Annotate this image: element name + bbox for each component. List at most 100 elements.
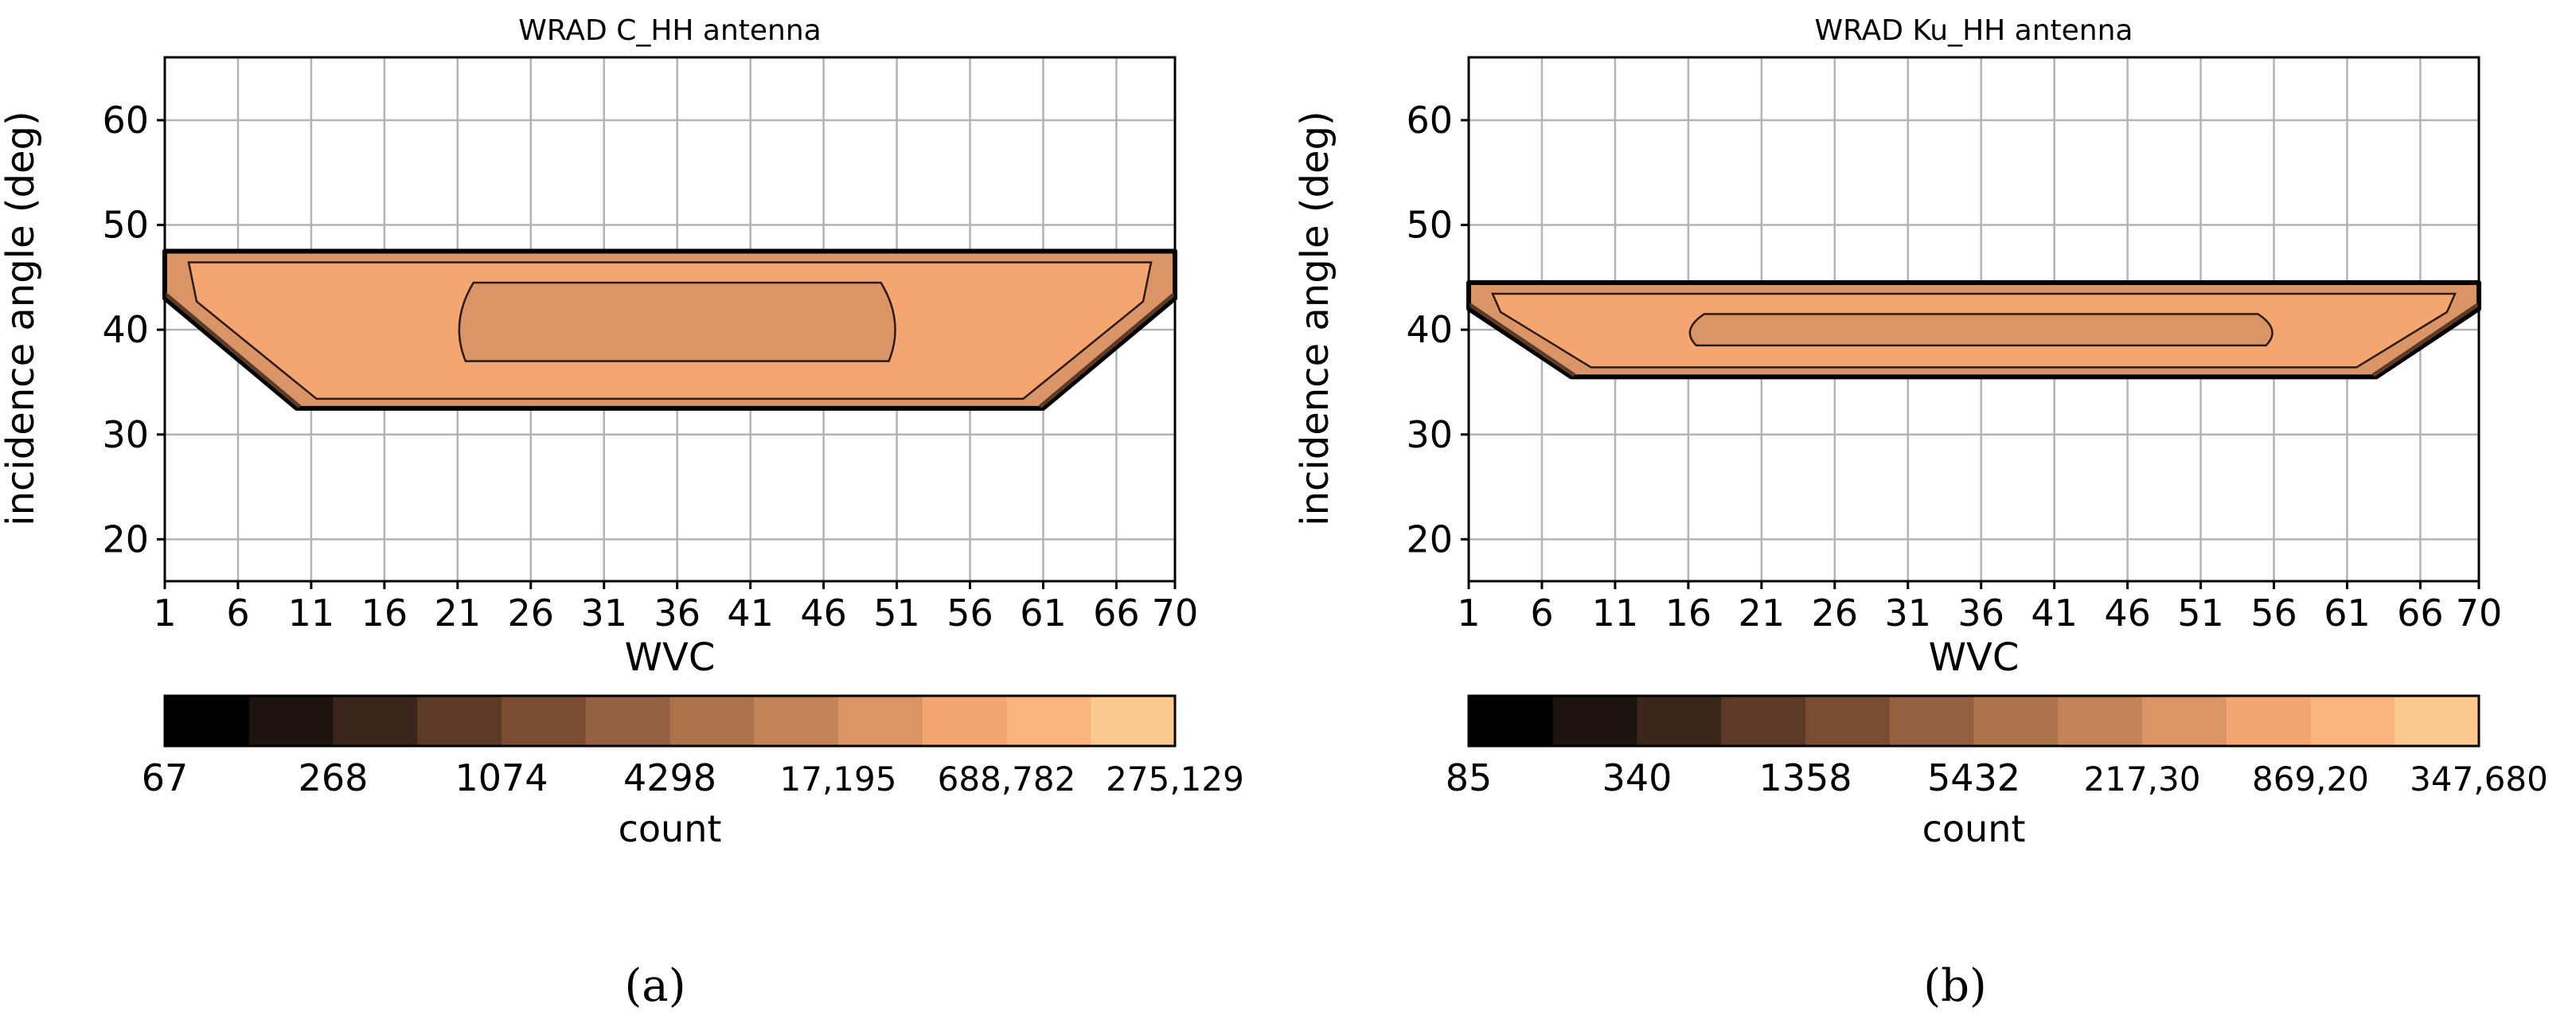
x-tick-label: 61 [1020, 592, 1067, 635]
contour-edge-left [163, 291, 302, 408]
colorbar-swatch [838, 696, 923, 746]
y-tick-label: 20 [1406, 518, 1453, 560]
x-tick-label: 70 [1152, 592, 1199, 635]
x-tick-label: 6 [226, 592, 249, 635]
colorbar-tick-label: 1358 [1758, 756, 1852, 799]
colorbar-tick-label: 85 [1446, 756, 1493, 799]
contour-edge-left [1467, 302, 1576, 377]
colorbar-swatch [333, 696, 418, 746]
colorbar-tick-label: 67 [142, 756, 189, 799]
x-tick-label: 11 [1592, 592, 1639, 635]
colorbar-tick-label: 688,782 [938, 760, 1076, 799]
x-tick-label: 66 [1093, 592, 1140, 635]
panel-label: (a) [624, 960, 685, 1012]
contour-edge-right [2371, 302, 2480, 377]
y-tick-label: 50 [102, 204, 149, 247]
x-tick-label: 31 [1884, 592, 1931, 635]
chart-title: WRAD C_HH antenna [518, 14, 822, 47]
colorbar-swatch [2226, 696, 2311, 746]
panel-label: (b) [1923, 960, 1987, 1012]
colorbar-swatch [1889, 696, 1974, 746]
x-tick-label: 61 [2324, 592, 2371, 635]
plot-frame [1467, 56, 2480, 583]
x-tick-label: 1 [1457, 592, 1480, 635]
x-tick-label: 26 [1812, 592, 1859, 635]
colorbar-tick-label: 347,680 [2410, 760, 2548, 799]
y-axis-label: incidence angle (deg) [0, 111, 43, 525]
y-tick-label: 60 [102, 99, 149, 142]
x-tick-label: 31 [580, 592, 627, 635]
y-tick-label: 30 [102, 413, 149, 456]
x-tick-label: 11 [288, 592, 335, 635]
colorbar-swatch [1973, 696, 2059, 746]
colorbar-tick-label: 340 [1602, 756, 1672, 799]
chart-panel-2: 1 6 11 16 21 26 31 36 41 46 51 56 61 66 702030405060WR… [1293, 14, 2548, 1012]
contour-inner-region [1688, 313, 2274, 347]
y-tick-label: 20 [102, 518, 149, 560]
colorbar-swatch [1006, 696, 1091, 746]
colorbar-swatch [417, 696, 502, 746]
x-tick-label: 21 [1739, 592, 1786, 635]
x-tick-label: 46 [800, 592, 847, 635]
y-tick-label: 30 [1406, 413, 1453, 456]
colorbar-swatch [669, 696, 755, 746]
colorbar-swatch [1552, 696, 1637, 746]
contour-edge-right [1038, 291, 1177, 408]
colorbar-swatch [2395, 696, 2480, 746]
colorbar-tick-label: 1074 [455, 756, 548, 799]
x-tick-label: 66 [2397, 592, 2444, 635]
x-axis-label: WVC [625, 635, 716, 680]
x-tick-label: 6 [1530, 592, 1553, 635]
colorbar-swatch [754, 696, 839, 746]
colorbar-tick-label: 4298 [623, 756, 716, 799]
colorbar-swatch [1805, 696, 1891, 746]
plot-frame [163, 56, 1177, 583]
x-tick-label: 1 [153, 592, 176, 635]
x-tick-label: 56 [946, 592, 993, 635]
x-tick-label: 56 [2250, 592, 2297, 635]
x-tick-label: 41 [2031, 592, 2078, 635]
x-tick-label: 16 [1665, 592, 1712, 635]
colorbar-swatch [922, 696, 1007, 746]
colorbar-swatch [585, 696, 670, 746]
x-tick-label: 21 [435, 592, 482, 635]
x-tick-label: 51 [873, 592, 920, 635]
colorbar-tick-label: 268 [299, 756, 369, 799]
x-tick-label: 41 [727, 592, 774, 635]
y-tick-label: 40 [102, 308, 149, 351]
x-tick-label: 36 [654, 592, 701, 635]
x-axis-label: WVC [1929, 635, 2020, 680]
colorbar-tick-label: 217,30 [2084, 760, 2201, 799]
colorbar-swatch [2142, 696, 2227, 746]
x-tick-label: 46 [2104, 592, 2151, 635]
colorbar-swatch [1721, 696, 1806, 746]
colorbar-swatch [2058, 696, 2143, 746]
colorbar-tick-label: 275,129 [1106, 760, 1244, 799]
colorbar-swatch [165, 696, 250, 746]
x-tick-label: 36 [1957, 592, 2004, 635]
x-tick-label: 70 [2456, 592, 2503, 635]
contour-inner-region [458, 281, 896, 362]
colorbar-tick-label: 17,195 [780, 760, 897, 799]
x-tick-label: 16 [361, 592, 408, 635]
colorbar-tick-label: 869,20 [2252, 760, 2369, 799]
colorbar-swatch [1469, 696, 1554, 746]
x-tick-label: 51 [2177, 592, 2224, 635]
colorbar-frame [163, 694, 1177, 748]
colorbar-swatch [1091, 696, 1176, 746]
chart-title: WRAD Ku_HH antenna [1815, 14, 2133, 47]
colorbar-swatch [1637, 696, 1722, 746]
y-axis-label: incidence angle (deg) [1293, 111, 1337, 525]
colorbar-label: count [1922, 807, 2026, 850]
colorbar-swatch [2310, 696, 2395, 746]
colorbar-swatch [248, 696, 334, 746]
colorbar-label: count [619, 807, 722, 850]
y-tick-label: 40 [1406, 308, 1453, 351]
y-tick-label: 50 [1406, 204, 1453, 247]
colorbar-swatch [502, 696, 587, 746]
colorbar-frame [1467, 694, 2480, 748]
chart-panel-1: 1 6 11 16 21 26 31 36 41 46 51 56 61 66 702030405060WR… [0, 14, 1244, 1012]
x-tick-label: 26 [508, 592, 555, 635]
colorbar-tick-label: 5432 [1927, 756, 2020, 799]
